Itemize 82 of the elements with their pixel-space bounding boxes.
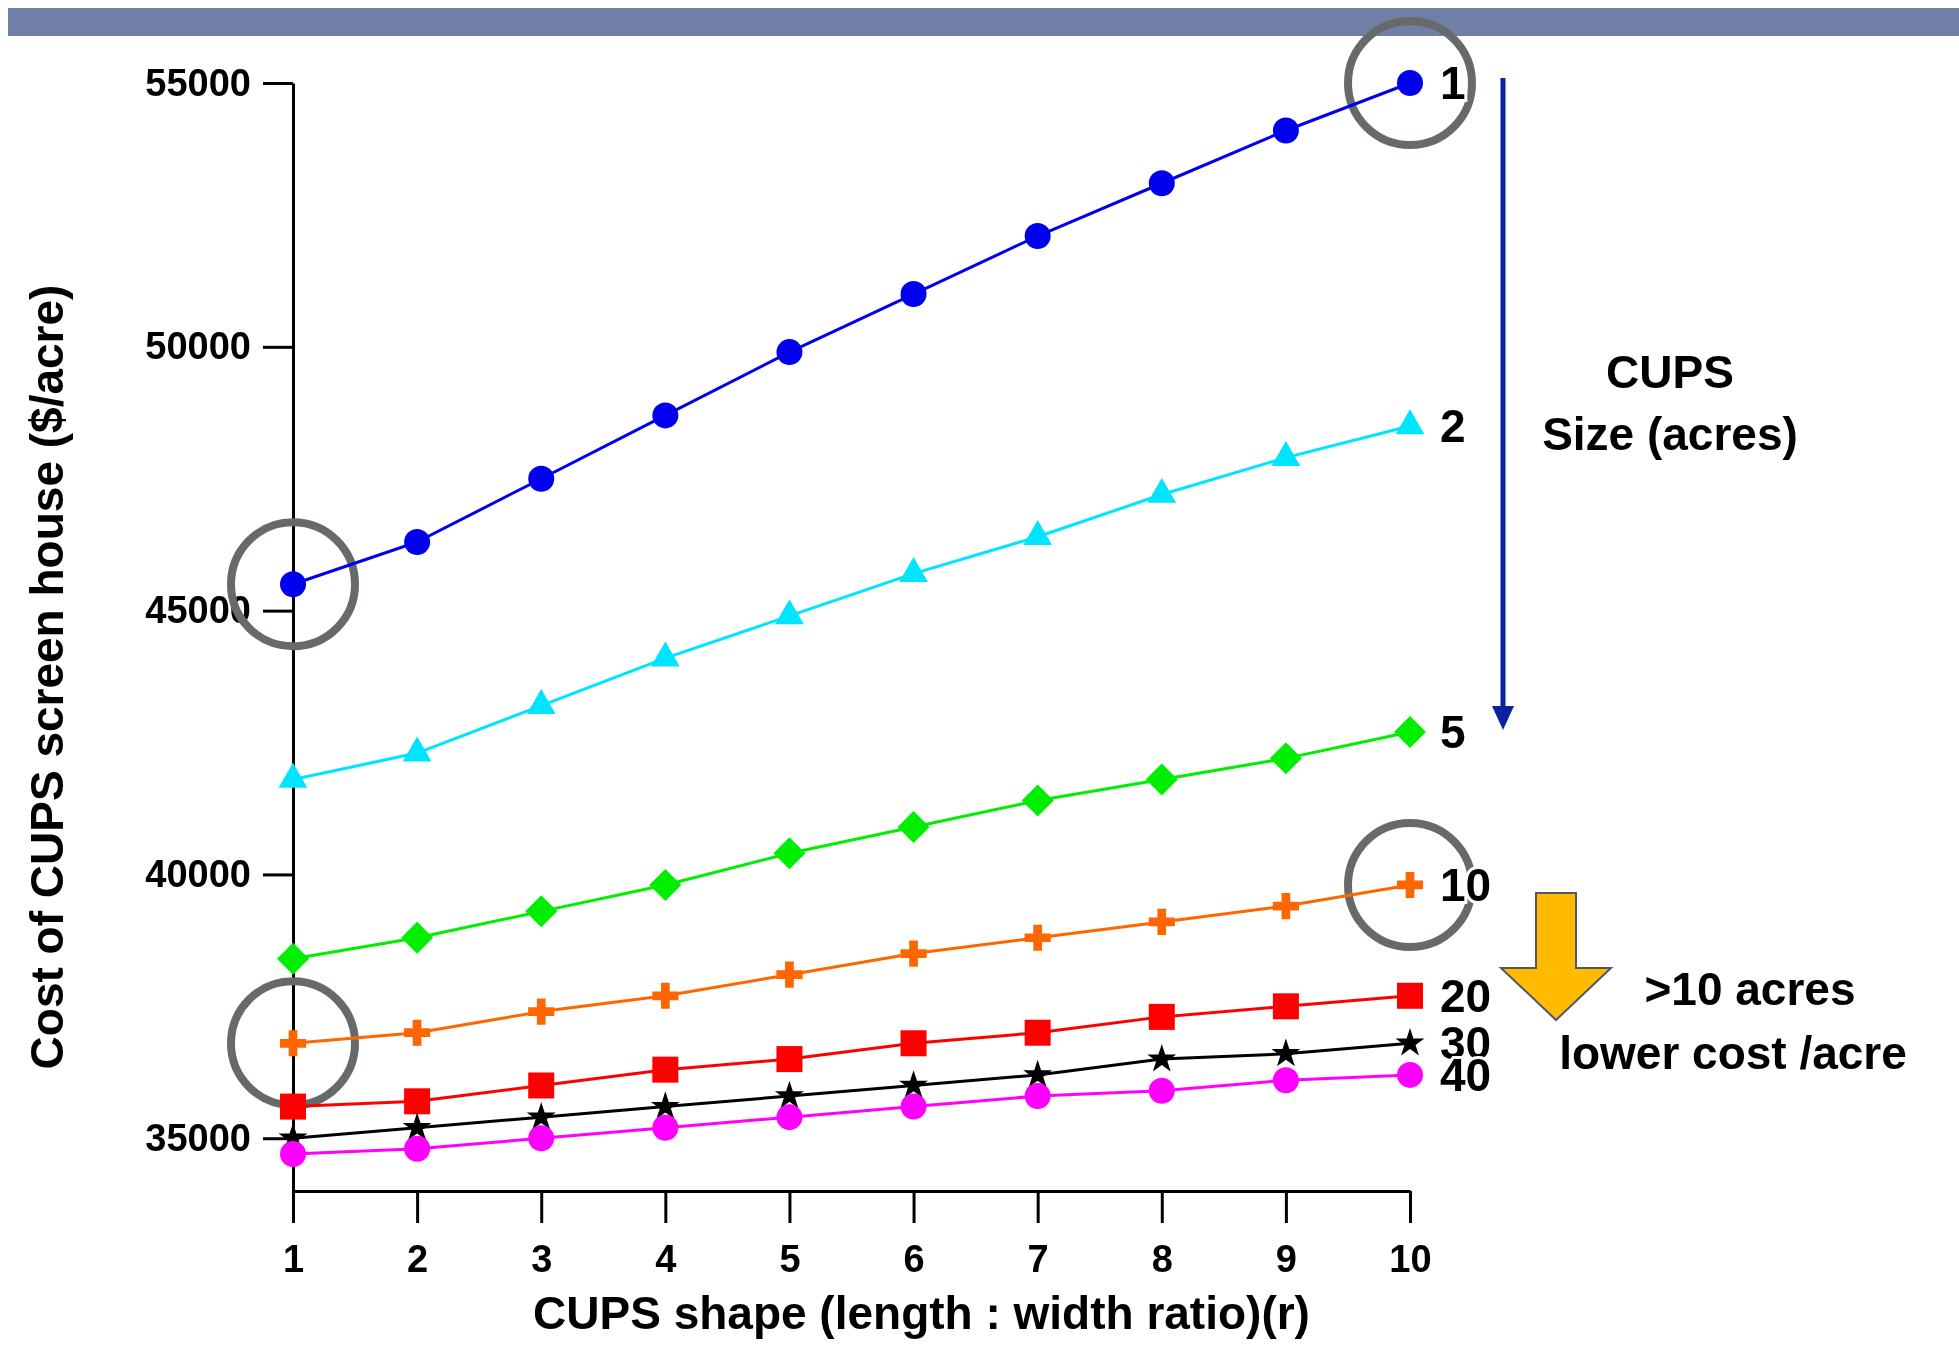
point [773, 837, 806, 870]
point [280, 571, 306, 598]
point [404, 529, 431, 556]
point [897, 810, 930, 843]
point [1397, 982, 1423, 1009]
x-tick-label: 7 [1027, 1237, 1049, 1280]
point [652, 1056, 679, 1083]
point [650, 1091, 680, 1119]
point [404, 1135, 431, 1162]
point [899, 1070, 929, 1098]
text: >10 acres [1644, 963, 1856, 1015]
point [1024, 924, 1051, 951]
point [649, 868, 682, 901]
y-tick-label: 35000 [145, 1116, 251, 1159]
point [1397, 1061, 1423, 1088]
x-tick-label: 2 [407, 1237, 429, 1280]
point [1272, 993, 1299, 1020]
y-tick-label: 50000 [145, 325, 251, 368]
point [1394, 715, 1426, 748]
point [526, 1101, 556, 1130]
y-axis-title: Cost of CUPS screen house ($/acre) [21, 284, 73, 1070]
point [1148, 1003, 1175, 1030]
point [1145, 763, 1178, 796]
point [774, 1080, 804, 1109]
point [1272, 117, 1299, 144]
point [280, 1141, 306, 1168]
point [900, 281, 927, 308]
x-tick-label: 6 [903, 1237, 925, 1280]
point [1272, 1067, 1299, 1094]
x-tick-label: 5 [779, 1237, 801, 1280]
point [1397, 70, 1423, 96]
x-axis-title: CUPS shape (length : width ratio)(r) [533, 1287, 1310, 1339]
point [528, 465, 555, 492]
series-label: 2 [1440, 400, 1466, 453]
point [900, 1030, 927, 1057]
point [1271, 1038, 1301, 1067]
point [1021, 784, 1054, 817]
series-label: 1 [1440, 57, 1466, 110]
point [1269, 742, 1302, 775]
x-tick-label: 3 [531, 1237, 553, 1280]
point [528, 998, 555, 1025]
point [1148, 908, 1175, 935]
x-tick-label: 1 [282, 1237, 305, 1280]
point [401, 921, 434, 954]
y-tick-label: 55000 [145, 61, 251, 104]
y-tick-label: 40000 [145, 853, 251, 896]
point [1396, 871, 1424, 899]
series-label: 20 [1440, 969, 1492, 1022]
point [404, 1088, 431, 1115]
text: lower cost /acre [1559, 1027, 1907, 1079]
point [1024, 1019, 1051, 1046]
point [1024, 223, 1051, 250]
point [404, 1019, 431, 1046]
x-tick-label: 9 [1275, 1237, 1297, 1280]
point [1148, 170, 1175, 197]
point [776, 961, 803, 988]
series-label: 5 [1440, 706, 1466, 759]
point [776, 1104, 803, 1131]
point [277, 942, 309, 975]
point [525, 895, 558, 928]
point [1024, 1083, 1051, 1110]
point [1023, 1059, 1053, 1088]
point [279, 1030, 307, 1057]
point [776, 339, 803, 366]
point [900, 1093, 927, 1120]
point [652, 402, 679, 429]
point [776, 1046, 803, 1073]
point [528, 1072, 555, 1099]
point [402, 1112, 432, 1140]
point [1147, 1043, 1177, 1072]
point [1272, 893, 1299, 920]
point [1395, 1028, 1425, 1056]
point [652, 982, 679, 1009]
point [900, 940, 927, 967]
point [528, 1125, 555, 1152]
point [280, 1093, 306, 1120]
point [652, 1114, 679, 1141]
legend-title: CUPS Size (acres) [1542, 346, 1798, 461]
x-tick-label: 8 [1151, 1237, 1173, 1280]
x-tick-label: 10 [1389, 1237, 1432, 1280]
point [1148, 1077, 1175, 1104]
x-tick-label: 4 [655, 1237, 677, 1280]
